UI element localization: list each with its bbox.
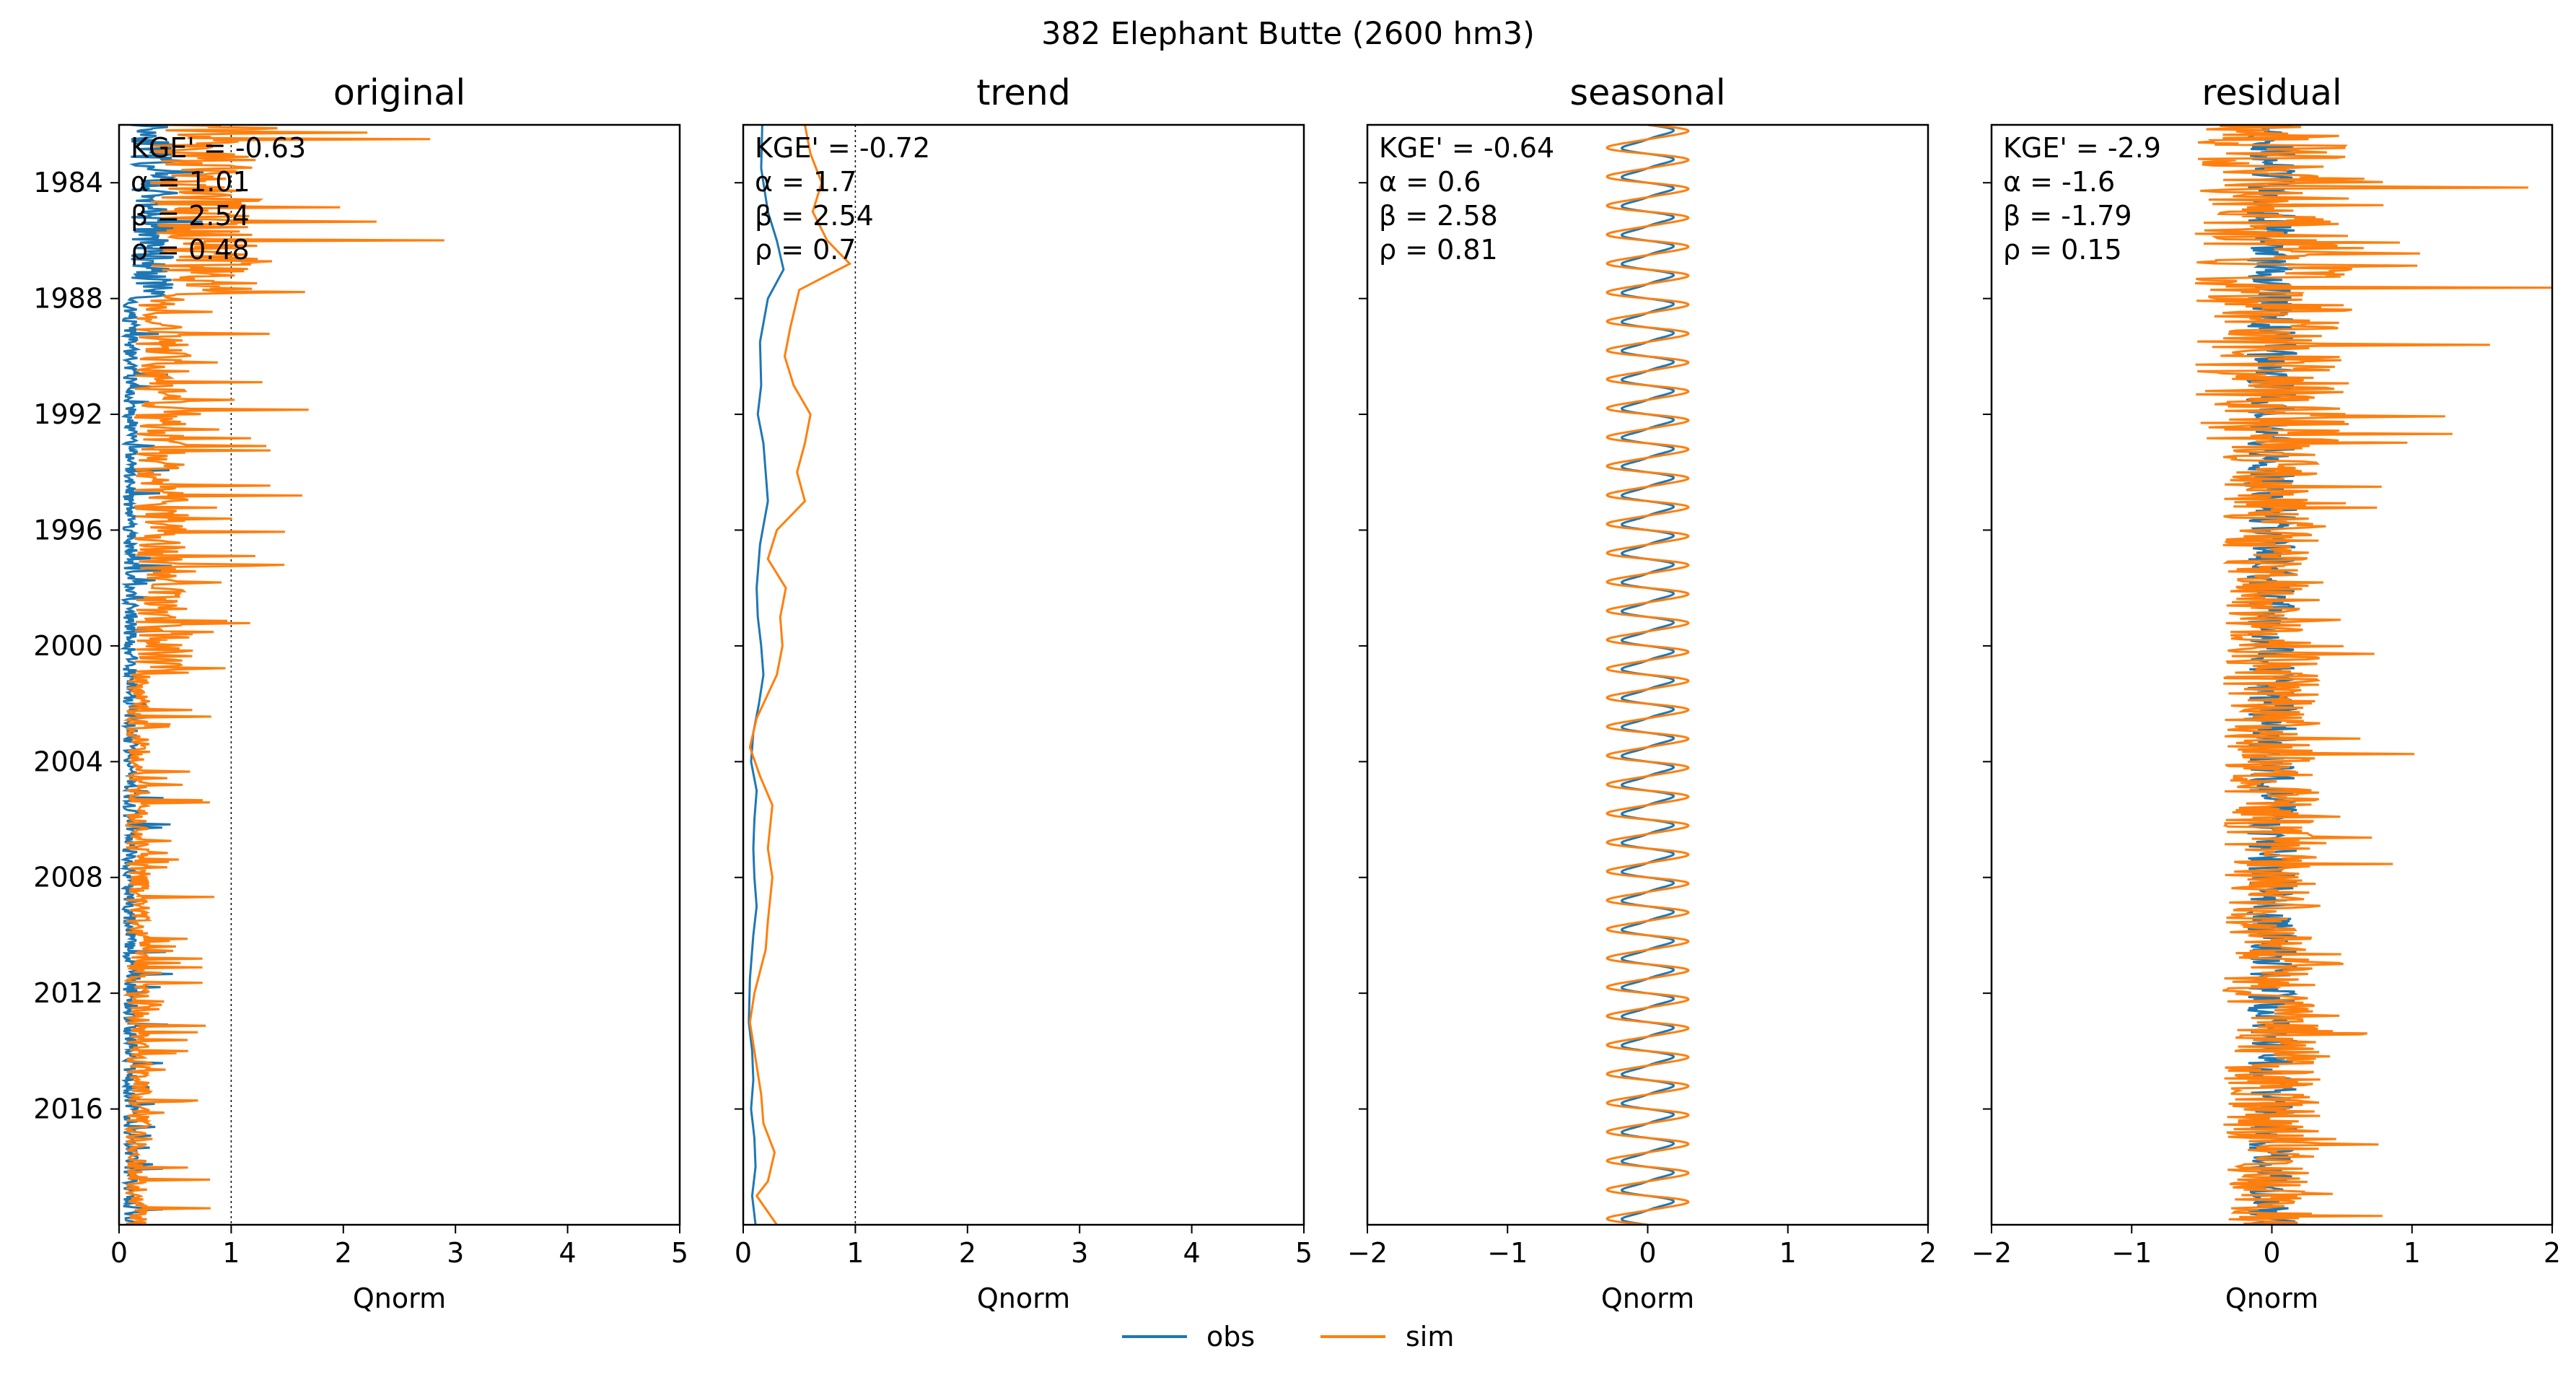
- legend: obs sim: [1122, 1321, 1454, 1353]
- legend-sim-label: sim: [1406, 1321, 1454, 1353]
- x-tick-label: 0: [735, 1237, 752, 1269]
- x-tick-label: 1: [222, 1237, 240, 1269]
- panel-title: original: [333, 72, 465, 113]
- sim-line: [748, 125, 852, 1225]
- legend-obs-label: obs: [1206, 1321, 1255, 1353]
- stat-label: KGE' = -0.72: [755, 132, 930, 164]
- panel-title: trend: [976, 72, 1071, 113]
- x-tick-label: 1: [1779, 1237, 1797, 1269]
- series-group: [1605, 125, 1690, 1225]
- x-tick-label: 0: [110, 1237, 128, 1269]
- y-tick-label: 2008: [33, 862, 103, 894]
- x-tick-label: 3: [1071, 1237, 1088, 1269]
- x-axis-label: Qnorm: [977, 1283, 1070, 1314]
- x-tick-label: 4: [1183, 1237, 1201, 1269]
- stat-label: KGE' = -0.63: [131, 132, 306, 164]
- x-tick-label: 2: [959, 1237, 976, 1269]
- panel-residual: residual −2 −1 0 1 2 Qnorm KGE' = -2.9α = -1.6β…: [1971, 72, 2561, 1314]
- axes-frame: [742, 123, 1305, 1226]
- stat-label: ρ = 0.15: [2003, 234, 2122, 266]
- x-tick-label: 2: [1919, 1237, 1937, 1269]
- panel-trend: trend 0 1 2 3 4 5 Qnorm KGE' = -0.72α = 1.7β = 2…: [735, 72, 1313, 1314]
- y-tick-label: 1996: [33, 514, 103, 546]
- panel-title: residual: [2202, 72, 2341, 113]
- panel-title: seasonal: [1570, 72, 1726, 113]
- stat-label: ρ = 0.48: [131, 234, 250, 266]
- x-tick-label: −1: [2111, 1237, 2152, 1269]
- stat-label: β = 2.54: [131, 200, 250, 232]
- x-tick-label: −2: [1971, 1237, 2012, 1269]
- obs-line: [748, 125, 785, 1225]
- series-group: [748, 125, 852, 1225]
- x-axis-label: Qnorm: [2225, 1283, 2318, 1314]
- panel-seasonal: seasonal −2 −1 0 1 2 Qnorm KGE' = -0.64α = 0.6β…: [1347, 72, 1937, 1314]
- x-tick-label: 5: [671, 1237, 688, 1269]
- x-tick-label: 2: [2544, 1237, 2561, 1269]
- y-tick-label: 2016: [33, 1093, 103, 1125]
- x-tick-label: 3: [447, 1237, 464, 1269]
- stat-label: α = 0.6: [1379, 166, 1481, 198]
- stat-label: KGE' = -0.64: [1379, 132, 1554, 164]
- stat-label: α = 1.01: [131, 166, 250, 198]
- stat-label: β = 2.58: [1379, 200, 1498, 232]
- sim-line: [1605, 125, 1690, 1225]
- y-tick-label: 1992: [33, 398, 103, 430]
- x-tick-label: 0: [2263, 1237, 2280, 1269]
- x-tick-label: 2: [335, 1237, 352, 1269]
- x-tick-label: −1: [1487, 1237, 1528, 1269]
- x-tick-label: 4: [559, 1237, 577, 1269]
- stat-label: KGE' = -2.9: [2003, 132, 2161, 164]
- stat-label: α = 1.7: [755, 166, 857, 198]
- x-tick-label: 5: [1295, 1237, 1313, 1269]
- y-tick-label: 1988: [33, 283, 103, 315]
- x-tick-label: −2: [1347, 1237, 1388, 1269]
- axes-frame: [118, 123, 681, 1226]
- x-tick-label: 1: [846, 1237, 864, 1269]
- x-axis-label: Qnorm: [1601, 1283, 1694, 1314]
- series-group: [2194, 125, 2551, 1225]
- x-axis-label: Qnorm: [353, 1283, 446, 1314]
- figure-suptitle: 382 Elephant Butte (2600 hm3): [1041, 16, 1535, 52]
- stat-label: β = -1.79: [2003, 200, 2132, 232]
- stat-label: ρ = 0.81: [1379, 234, 1498, 266]
- stat-label: β = 2.54: [755, 200, 874, 232]
- y-tick-label: 2004: [33, 746, 103, 777]
- y-tick-label: 1984: [33, 167, 103, 198]
- y-tick-label: 2000: [33, 630, 103, 662]
- sim-line: [123, 125, 444, 1225]
- x-tick-label: 1: [2404, 1237, 2421, 1269]
- stat-label: α = -1.6: [2003, 166, 2115, 198]
- sim-line: [2194, 125, 2551, 1225]
- x-tick-label: 0: [1639, 1237, 1656, 1269]
- y-tick-label: 2012: [33, 977, 103, 1009]
- panel-original: original 0 1 2 3 4 5 Qnorm 1984 1988 1992 1996 2000 2…: [33, 72, 688, 1314]
- stat-label: ρ = 0.7: [755, 234, 857, 266]
- series-group: [119, 125, 444, 1225]
